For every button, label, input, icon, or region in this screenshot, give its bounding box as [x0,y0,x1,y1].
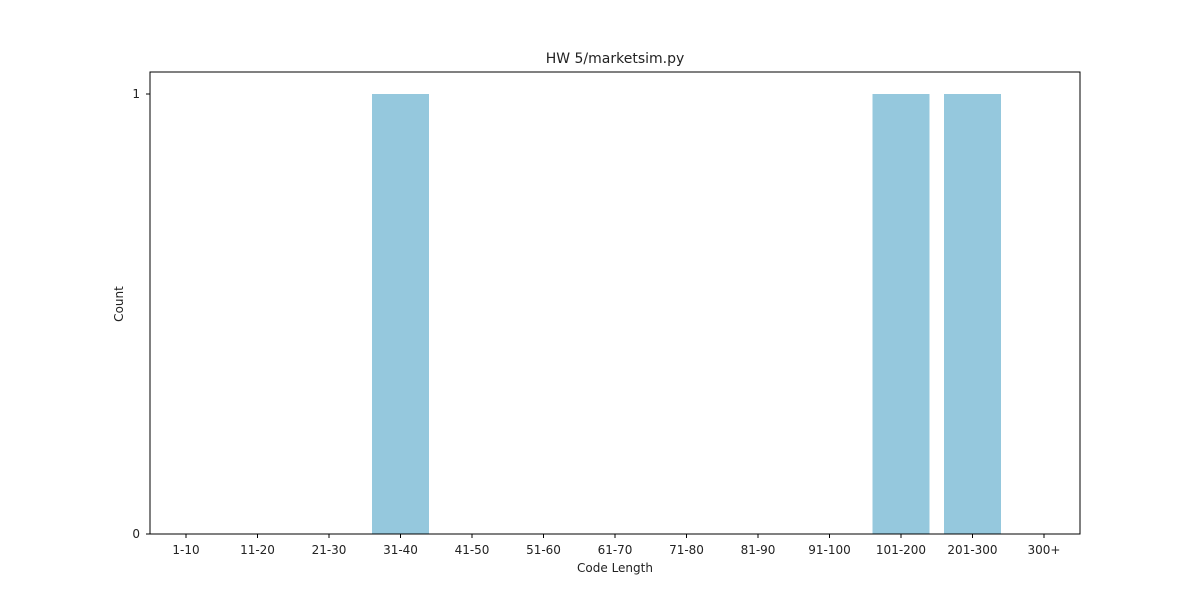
y-axis-label: Count [112,286,126,322]
bar-201-300 [944,94,1001,534]
y-tick-label: 1 [132,87,140,101]
bars [372,94,1001,534]
x-axis-label: Code Length [577,561,653,575]
x-tick-label: 51-60 [526,543,561,557]
x-tick-label: 101-200 [876,543,926,557]
x-tick-label: 71-80 [669,543,704,557]
y-tick-label: 0 [132,527,140,541]
bar-31-40 [372,94,429,534]
x-tick-label: 31-40 [383,543,418,557]
x-tick-label: 300+ [1028,543,1061,557]
x-tick-label: 201-300 [947,543,997,557]
x-tick-label: 1-10 [172,543,199,557]
y-axis-ticks: 01 [132,87,150,541]
x-tick-label: 91-100 [808,543,851,557]
x-tick-label: 81-90 [741,543,776,557]
plot-frame [149,71,1081,535]
x-tick-label: 41-50 [455,543,490,557]
x-tick-label: 21-30 [312,543,347,557]
x-axis-ticks: 1-10 11-20 21-30 31-40 41-50 51-60 61-70 71-80 8… [172,534,1060,557]
x-tick-label: 61-70 [598,543,633,557]
chart-title: HW 5/marketsim.py [546,51,685,67]
x-tick-label: 11-20 [240,543,275,557]
bar-101-200 [872,94,930,534]
